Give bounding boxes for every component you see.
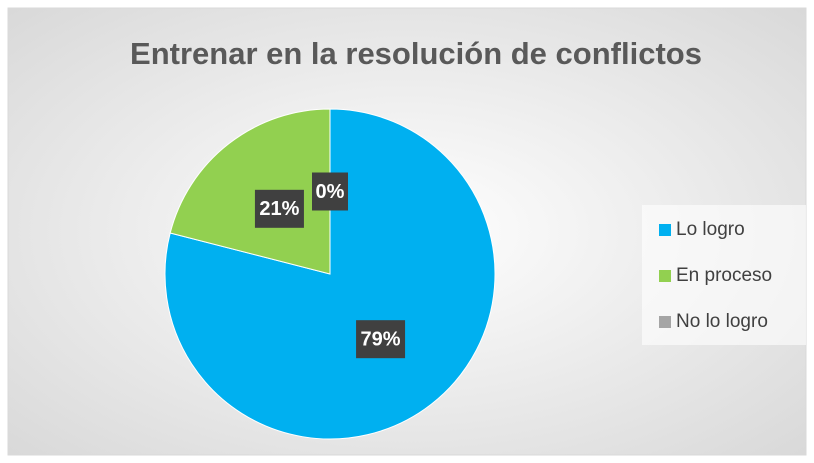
legend-swatch [659, 224, 671, 236]
pie-slice [169, 108, 331, 275]
legend-swatch [659, 316, 671, 328]
legend-label: Lo logro [676, 219, 745, 240]
legend-swatch [659, 270, 671, 282]
pie-slice [164, 108, 496, 440]
legend-label: En proceso [676, 265, 772, 286]
data-label: 79% [361, 328, 401, 350]
data-label: 0% [316, 181, 345, 203]
legend-label: No lo logro [676, 311, 768, 332]
chart-title: Entrenar en la resolución de conflictos [130, 36, 702, 71]
data-label-box [254, 189, 304, 228]
data-label: 21% [259, 198, 299, 220]
data-label-box [356, 320, 406, 359]
data-label-box [312, 172, 348, 211]
